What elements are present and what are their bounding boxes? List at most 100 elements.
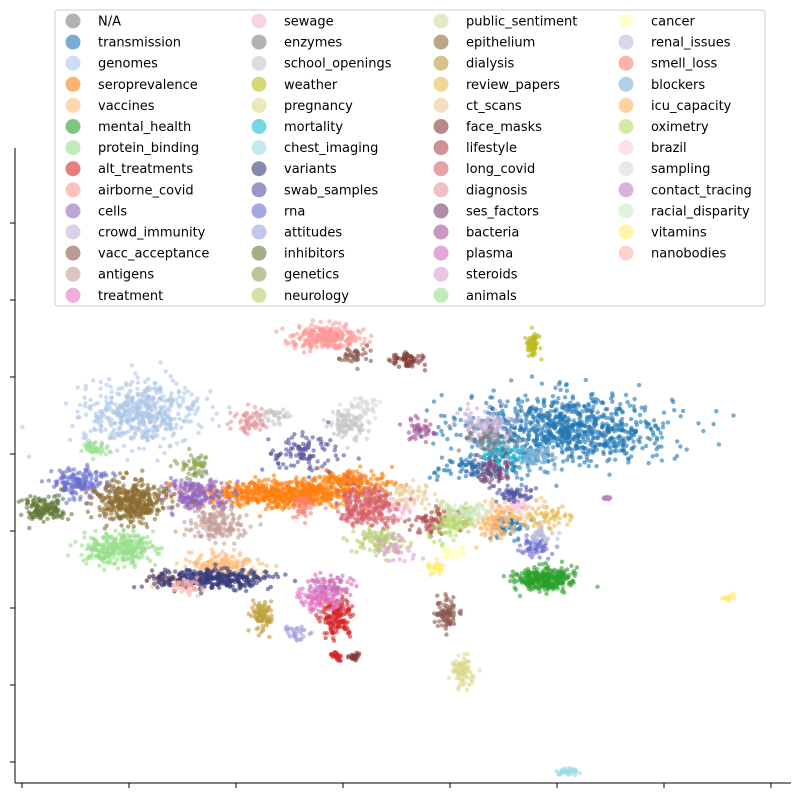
scatter-point (341, 603, 345, 607)
scatter-point (518, 427, 522, 431)
scatter-point (479, 445, 483, 449)
scatter-point (651, 454, 655, 458)
scatter-point (408, 509, 412, 513)
scatter-point (102, 568, 106, 572)
scatter-point (557, 579, 561, 583)
scatter-point (460, 676, 464, 680)
scatter-point (213, 541, 217, 545)
scatter-point (123, 541, 127, 545)
scatter-point (551, 423, 555, 427)
scatter-point (596, 436, 600, 440)
scatter-point (444, 624, 448, 628)
scatter-point (142, 447, 146, 451)
scatter-point (303, 329, 307, 333)
scatter-point (98, 409, 102, 413)
scatter-point (236, 528, 240, 532)
scatter-point (174, 479, 178, 483)
scatter-point (562, 429, 566, 433)
scatter-point (452, 421, 456, 425)
scatter-point (152, 381, 156, 385)
scatter-point (363, 351, 367, 355)
scatter-point (557, 574, 561, 578)
scatter-point (505, 399, 509, 403)
series-protein-binding (66, 527, 164, 572)
scatter-point (92, 419, 96, 423)
scatter-point (324, 424, 328, 428)
scatter-point (103, 427, 107, 431)
scatter-point (229, 561, 233, 565)
scatter-point (350, 331, 354, 335)
scatter-point (97, 564, 101, 568)
scatter-point (327, 614, 331, 618)
scatter-point (328, 503, 332, 507)
scatter-point (169, 476, 173, 480)
scatter-point (348, 413, 352, 417)
scatter-point (563, 572, 567, 576)
scatter-point (556, 571, 560, 575)
scatter-point (140, 585, 144, 589)
scatter-point (553, 409, 557, 413)
scatter-point (491, 449, 495, 453)
scatter-point (98, 427, 102, 431)
scatter-point (143, 430, 147, 434)
scatter-point (332, 639, 336, 643)
scatter-point (196, 509, 200, 513)
scatter-point (469, 411, 473, 415)
scatter-point (189, 518, 193, 522)
scatter-point (656, 427, 660, 431)
scatter-point (333, 321, 337, 325)
scatter-point (360, 422, 364, 426)
scatter-point (263, 498, 267, 502)
scatter-point (340, 619, 344, 623)
scatter-point (542, 500, 546, 504)
scatter-point (509, 378, 513, 382)
series-mental-health (502, 560, 600, 599)
scatter-point (564, 425, 568, 429)
scatter-point (523, 336, 527, 340)
scatter-point (632, 397, 636, 401)
scatter-point (158, 390, 162, 394)
scatter-point (232, 491, 236, 495)
scatter-point (339, 502, 343, 506)
scatter-point (631, 439, 635, 443)
scatter-point (104, 395, 108, 399)
scatter-point (92, 547, 96, 551)
scatter-point (113, 421, 117, 425)
scatter-point (464, 474, 468, 478)
scatter-point (122, 565, 126, 569)
scatter-point (195, 488, 199, 492)
scatter-point (184, 482, 188, 486)
scatter-point (487, 405, 491, 409)
scatter-point (227, 405, 231, 409)
scatter-point (553, 386, 557, 390)
scatter-point (540, 381, 544, 385)
scatter-point (351, 356, 355, 360)
scatter-point (186, 389, 190, 393)
scatter-point (177, 498, 181, 502)
scatter-point (594, 464, 598, 468)
scatter-point (578, 412, 582, 416)
scatter-point (499, 509, 503, 513)
scatter-point (437, 619, 441, 623)
scatter-point (298, 591, 302, 595)
scatter-point (152, 403, 156, 407)
scatter-point (558, 434, 562, 438)
scatter-point (594, 417, 598, 421)
scatter-point (365, 479, 369, 483)
scatter-point (284, 502, 288, 506)
scatter-point (141, 401, 145, 405)
scatter-point (565, 567, 569, 571)
scatter-point (209, 495, 213, 499)
scatter-point (78, 403, 82, 407)
scatter-point (80, 543, 84, 547)
scatter-point (620, 409, 624, 413)
scatter-point (182, 496, 186, 500)
scatter-point (322, 327, 326, 331)
scatter-point (601, 450, 605, 454)
scatter-point (339, 654, 343, 658)
scatter-point (454, 433, 458, 437)
scatter-point (518, 527, 522, 531)
scatter-point (193, 534, 197, 538)
scatter-point (174, 382, 178, 386)
